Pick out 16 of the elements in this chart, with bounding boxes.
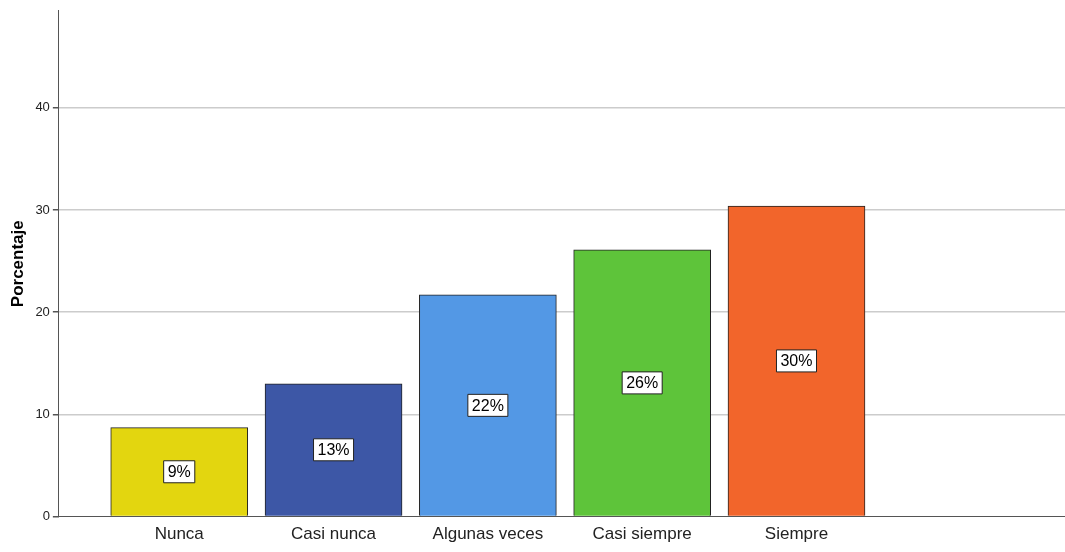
y-tick-label: 0 [42, 508, 50, 524]
x-tick-label: Nunca [154, 524, 205, 544]
data-label: 30% [780, 352, 813, 370]
data-label: 9% [167, 463, 191, 481]
x-tick-label: Casi nunca [291, 524, 377, 544]
y-tick-label: 30 [35, 201, 50, 217]
data-label: 13% [317, 441, 350, 459]
x-tick-label: Algunas veces [432, 524, 544, 544]
y-tick-label: 20 [35, 303, 50, 319]
y-axis-title: Porcentaje [7, 220, 27, 308]
y-tick-label: 10 [35, 406, 50, 421]
x-tick-label: Siempre [764, 524, 829, 544]
y-tick-label: 40 [35, 99, 50, 115]
data-label: 26% [626, 374, 659, 392]
data-label: 22% [471, 396, 504, 414]
x-tick-label: Casi siempre [592, 524, 692, 544]
